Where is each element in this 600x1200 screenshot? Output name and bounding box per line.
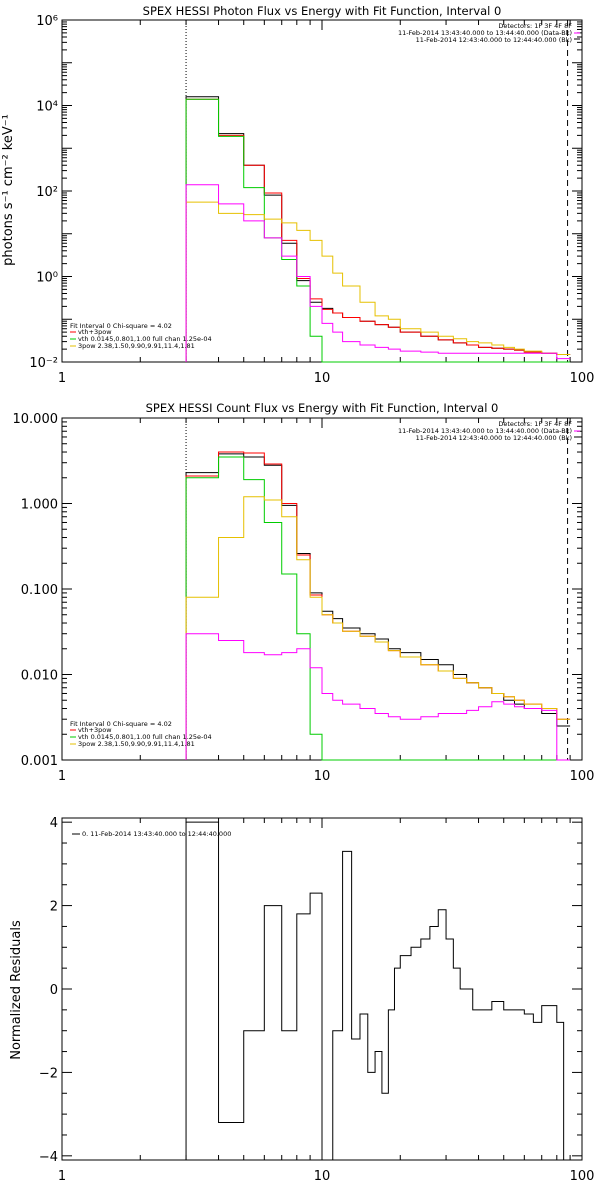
legend-header: Fit Interval 0 Chi-square = 4.02 [70, 322, 172, 330]
legend-text: 0. 11-Feb-2014 13:43:40.000 to 12:44:40.… [82, 830, 231, 838]
y-tick-label: 0.010 [21, 669, 58, 684]
x-tick-label: 10 [314, 1169, 331, 1184]
series-residuals [185, 821, 571, 1161]
x-tick-label: 1 [58, 371, 66, 386]
count-flux-panel: SPEX HESSI Count Flux vs Energy with Fit… [13, 401, 595, 784]
x-tick-label: 100 [570, 769, 595, 784]
y-tick-label: 10⁰ [36, 271, 58, 286]
y-tick-label: 0 [50, 983, 58, 998]
series-3pow [185, 496, 571, 760]
legend-text: vth 0.0145,0.801,1.00 full chan 1.25e-04 [78, 335, 212, 343]
legend-text: vth 0.0145,0.801,1.00 full chan 1.25e-04 [78, 733, 212, 741]
y-tick-label: −2 [39, 1066, 58, 1081]
y-tick-label: −4 [39, 1150, 58, 1165]
legend-header: Fit Interval 0 Chi-square = 4.02 [70, 720, 172, 728]
y-tick-label: 10⁶ [36, 14, 58, 29]
series-bk [185, 633, 571, 761]
legend-text: 3pow 2.38,1.50,9.90,9.91,11.4,1.81 [78, 740, 195, 748]
legend-text: 11-Feb-2014 12:43:40.000 to 12:44:40.000… [416, 434, 572, 442]
x-tick-label: 100 [570, 1169, 595, 1184]
plot-frame [61, 417, 583, 761]
x-tick-label: 100 [570, 371, 595, 386]
legend-text: Detectors: 1F 3F 4F 8F [498, 22, 572, 30]
legend-text: 11-Feb-2014 13:43:40.000 to 13:44:40.000… [398, 427, 572, 435]
y-tick-label: 0.100 [21, 583, 58, 598]
legend-text: 11-Feb-2014 13:43:40.000 to 13:44:40.000… [398, 29, 572, 37]
x-tick-label: 10 [314, 769, 331, 784]
legend-text: vth+3pow [78, 328, 112, 336]
y-tick-label: 10⁻² [29, 356, 58, 371]
series-3pow [185, 201, 571, 362]
y-tick-label: 2 [50, 900, 58, 915]
y-tick-label: 10.000 [13, 412, 59, 427]
legend-text: 3pow 2.38,1.50,9.90,9.91,11.4,1.81 [78, 342, 195, 350]
series-bk [185, 184, 571, 362]
y-axis-label: Normalized Residuals [9, 920, 24, 1060]
x-tick-label: 1 [58, 769, 66, 784]
chart-title: SPEX HESSI Photon Flux vs Energy with Fi… [143, 4, 502, 18]
y-tick-label: 4 [50, 816, 58, 831]
y-tick-label: 1.000 [21, 498, 58, 513]
y-tick-label: 10⁴ [36, 100, 58, 115]
legend-text: Detectors: 1F 3F 4F 8F [498, 420, 572, 428]
photon-flux-panel: SPEX HESSI Photon Flux vs Energy with Fi… [1, 4, 594, 386]
series-vth [185, 98, 571, 363]
residuals-panel: Normalized Residuals 1 10 100 −4 −2 0 2 4 0. 11-… [9, 816, 594, 1184]
series-vth-3pow [185, 98, 571, 362]
y-tick-label: 0.001 [21, 754, 58, 769]
series-vth [185, 456, 571, 761]
y-tick-label: 10² [36, 185, 58, 200]
y-axis-label: photons s⁻¹ cm⁻² keV⁻¹ [1, 114, 16, 266]
legend-text: 11-Feb-2014 12:43:40.000 to 12:44:40.000… [416, 36, 572, 44]
x-tick-label: 1 [58, 1169, 66, 1184]
legend-text: vth+3pow [78, 726, 112, 734]
x-tick-label: 10 [314, 371, 331, 386]
chart-title: SPEX HESSI Count Flux vs Energy with Fit… [146, 401, 499, 415]
